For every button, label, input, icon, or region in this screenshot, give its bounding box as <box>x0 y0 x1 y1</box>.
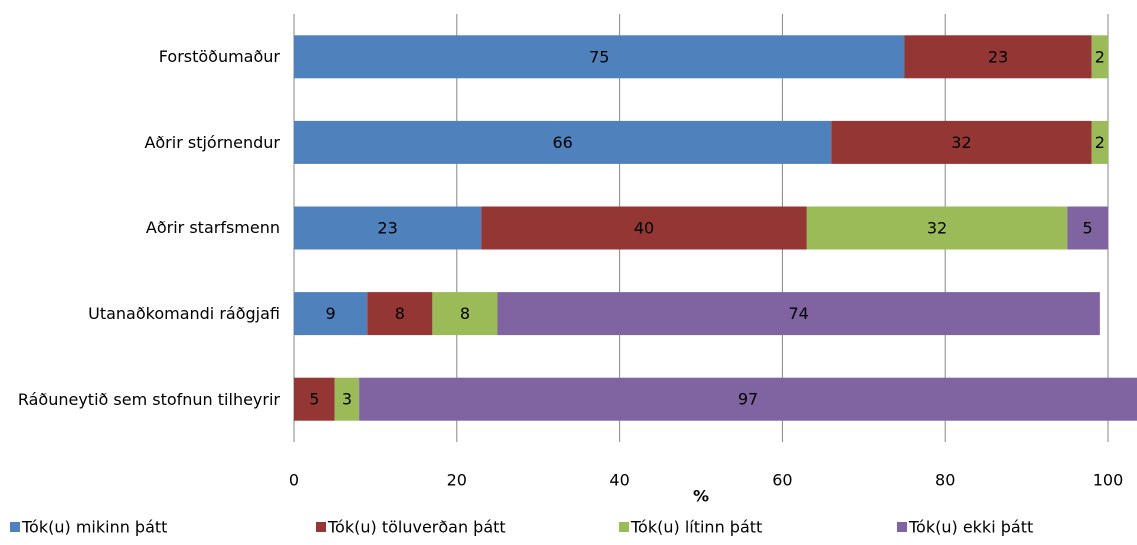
bar-segment <box>831 120 1092 164</box>
bar-segment <box>432 292 498 336</box>
x-tick-label: 20 <box>447 471 467 490</box>
y-tick-label: Ráðuneytið sem stofnun tilheyrir <box>17 389 280 409</box>
bar-segment <box>294 377 335 421</box>
data-label: 5 <box>1083 219 1093 238</box>
data-label: 97 <box>738 390 758 409</box>
x-tick-label: 80 <box>935 471 955 490</box>
data-label: 2 <box>1095 133 1105 152</box>
data-label: 8 <box>395 304 405 323</box>
bar-segment <box>1067 206 1108 250</box>
bar-segment <box>497 292 1100 336</box>
x-tick-label: 40 <box>609 471 629 490</box>
legend-label: Tók(u) lítinn þátt <box>630 518 762 537</box>
bar-segment <box>1091 35 1108 79</box>
x-tick-label: 60 <box>772 471 792 490</box>
data-label: 2 <box>1095 47 1105 66</box>
legend-swatch <box>619 522 629 532</box>
y-tick-label: Utanaðkomandi ráðgjafi <box>88 304 280 324</box>
legend-swatch <box>10 522 20 532</box>
y-tick-label: Aðrir stjórnendur <box>144 132 280 152</box>
data-label: 23 <box>377 219 397 238</box>
bar-segment <box>481 206 807 250</box>
bar-segment <box>359 377 1137 421</box>
y-tick-label: Aðrir starfsmenn <box>145 218 280 238</box>
bar-segment <box>334 377 360 421</box>
bar-segment <box>294 120 832 164</box>
x-tick-label: 0 <box>289 471 299 490</box>
legend-label: Tók(u) töluverðan þátt <box>327 518 506 537</box>
data-label: 40 <box>634 219 654 238</box>
bar-segment <box>294 206 482 250</box>
legend-label: Tók(u) mikinn þátt <box>21 518 167 537</box>
data-label: 32 <box>951 133 971 152</box>
bar-segment <box>294 292 368 336</box>
x-axis-title: % <box>693 487 709 506</box>
bar-segment <box>904 35 1092 79</box>
bar-segment <box>294 35 905 79</box>
data-label: 8 <box>460 304 470 323</box>
data-label: 5 <box>309 390 319 409</box>
data-label: 32 <box>927 219 947 238</box>
data-label: 74 <box>789 304 809 323</box>
legend-swatch <box>897 522 907 532</box>
legend-label: Tók(u) ekki þátt <box>908 518 1033 537</box>
data-label: 66 <box>552 133 572 152</box>
y-tick-label: Forstöðumaður <box>158 47 280 67</box>
bar-segment <box>1091 120 1108 164</box>
data-label: 9 <box>326 304 336 323</box>
x-tick-label: 100 <box>1093 471 1124 490</box>
bar-segment <box>806 206 1068 250</box>
data-label: 23 <box>988 47 1008 66</box>
data-label: 3 <box>342 390 352 409</box>
bar-segment <box>367 292 433 336</box>
legend-swatch <box>316 522 326 532</box>
data-label: 75 <box>589 47 609 66</box>
